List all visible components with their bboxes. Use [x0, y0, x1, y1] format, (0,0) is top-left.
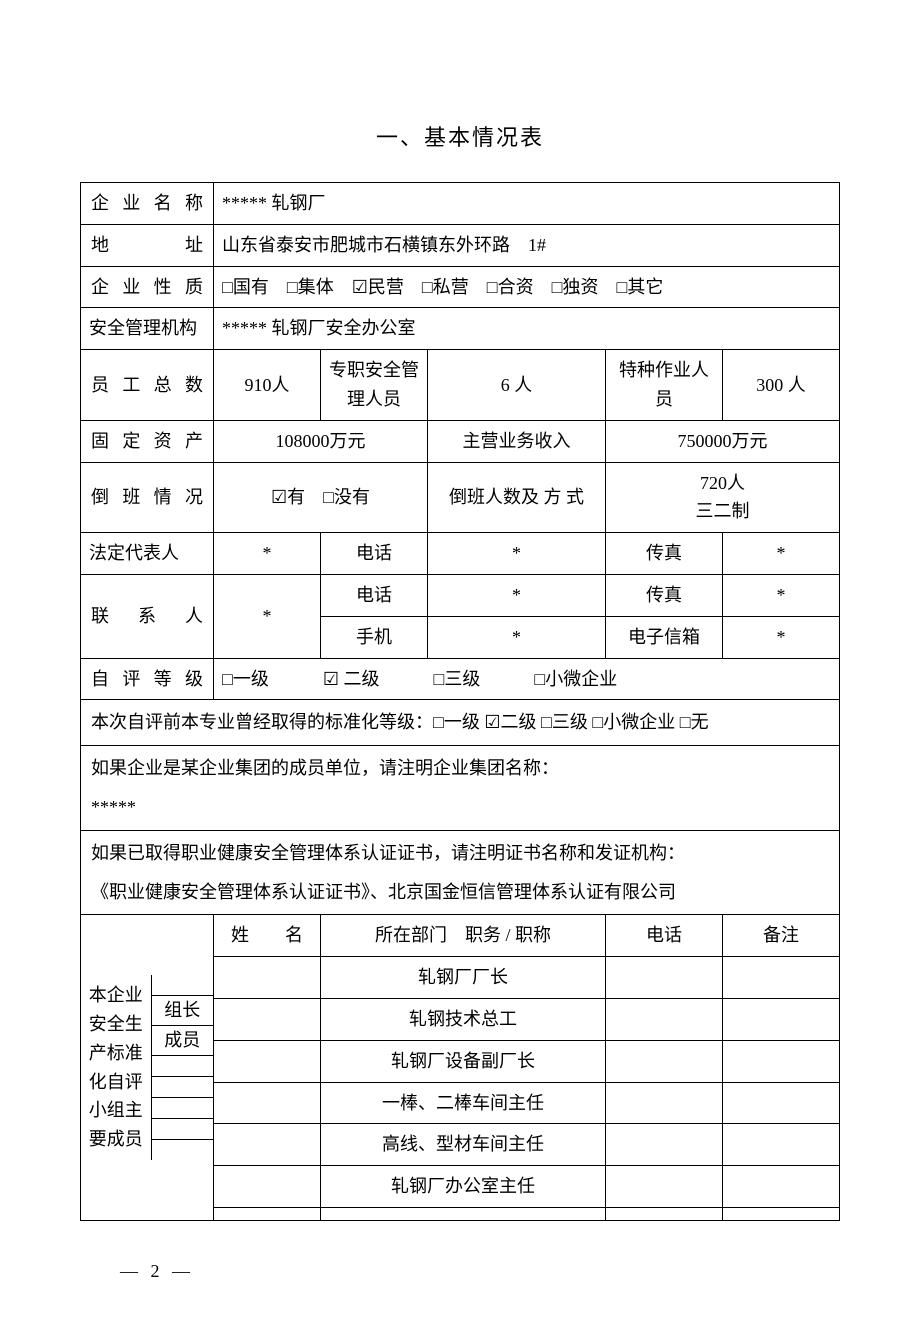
team-side-label: 本企业安全生产标准化自评小组主要成员	[81, 975, 152, 1160]
row-prev-level: 本次自评前本专业曾经取得的标准化等级：□一级 ☑二级 □三级 □小微企业 □无	[81, 700, 840, 746]
label-shift: 倒班情况	[81, 462, 214, 533]
team-side-area: 本企业安全生产标准化自评小组主要成员组长成员	[81, 915, 214, 1221]
value-contact-email: *	[723, 616, 840, 658]
team-dept-2: 轧钢厂设备副厂长	[321, 1040, 606, 1082]
value-legal-fax: *	[723, 533, 840, 575]
value-legal-rep: *	[214, 533, 321, 575]
label-safety-org: 安全管理机构	[81, 308, 214, 350]
team-header-note: 备注	[723, 915, 840, 957]
label-contact-fax: 传真	[606, 574, 723, 616]
label-legal-fax: 传真	[606, 533, 723, 575]
label-staff-total: 员工总数	[81, 350, 214, 421]
label-legal-tel: 电话	[321, 533, 428, 575]
group-a: *****	[91, 793, 829, 822]
group-q: 如果企业是某企业集团的成员单位，请注明企业集团名称：	[91, 754, 829, 783]
value-staff-total: 910人	[214, 350, 321, 421]
value-shift: ☑有 □没有	[214, 462, 428, 533]
label-special-op: 特种作业人 员	[606, 350, 723, 421]
cert-q: 如果已取得职业健康安全管理体系认证证书，请注明证书名称和发证机构：	[91, 839, 829, 868]
label-main-income: 主营业务收入	[428, 420, 606, 462]
label-legal-rep: 法定代表人	[81, 533, 214, 575]
value-contact-tel: *	[428, 574, 606, 616]
team-header-name: 姓 名	[214, 915, 321, 957]
section-title: 一、基本情况表	[80, 120, 840, 152]
label-contact-email: 电子信箱	[606, 616, 723, 658]
label-shift-count: 倒班人数及 方 式	[428, 462, 606, 533]
label-contact-tel: 电话	[321, 574, 428, 616]
value-address: 山东省泰安市肥城市石横镇东外环路 1#	[214, 224, 840, 266]
team-role-member: 成员	[152, 1025, 214, 1055]
shift-count-people: 720人	[700, 473, 745, 493]
basic-info-table: 企业名称 ***** 轧钢厂 地 址 山东省泰安市肥城市石横镇东外环路 1# 企…	[80, 182, 840, 1221]
value-fixed-assets: 108000万元	[214, 420, 428, 462]
value-legal-tel: *	[428, 533, 606, 575]
row-cert: 如果已取得职业健康安全管理体系认证证书，请注明证书名称和发证机构： 《职业健康安…	[81, 830, 840, 915]
cert-a: 《职业健康安全管理体系认证证书》、北京国金恒信管理体系认证有限公司	[91, 878, 829, 907]
label-contact: 联 系 人	[81, 574, 214, 658]
team-dept-0: 轧钢厂厂长	[321, 957, 606, 999]
team-dept-6	[321, 1207, 606, 1220]
value-contact: *	[214, 574, 321, 658]
value-shift-count: 720人 三二制	[606, 462, 840, 533]
value-main-income: 750000万元	[606, 420, 840, 462]
team-dept-3: 一棒、二棒车间主任	[321, 1082, 606, 1124]
label-fixed-assets: 固定资产	[81, 420, 214, 462]
label-contact-mobile: 手机	[321, 616, 428, 658]
shift-count-mode: 三二制	[696, 501, 750, 521]
team-header-tel: 电话	[606, 915, 723, 957]
value-company-name: ***** 轧钢厂	[214, 183, 840, 225]
label-fulltime-safety: 专职安全管理人员	[321, 350, 428, 421]
value-fulltime-safety: 6 人	[428, 350, 606, 421]
team-header-dept: 所在部门 职务 / 职称	[321, 915, 606, 957]
label-nature: 企业性质	[81, 266, 214, 308]
label-self-level: 自评等级	[81, 658, 214, 700]
value-self-level: □一级 ☑ 二级 □三级 □小微企业	[214, 658, 840, 700]
team-dept-5: 轧钢厂办公室主任	[321, 1166, 606, 1208]
team-dept-4: 高线、型材车间主任	[321, 1124, 606, 1166]
page-number: — 2 —	[120, 1261, 840, 1282]
value-contact-mobile: *	[428, 616, 606, 658]
row-group: 如果企业是某企业集团的成员单位，请注明企业集团名称： *****	[81, 746, 840, 831]
value-nature: □国有 □集体 ☑民营 □私营 □合资 □独资 □其它	[214, 266, 840, 308]
value-safety-org: ***** 轧钢厂安全办公室	[214, 308, 840, 350]
label-company-name: 企业名称	[81, 183, 214, 225]
value-contact-fax: *	[723, 574, 840, 616]
team-dept-1: 轧钢技术总工	[321, 998, 606, 1040]
team-role-leader: 组长	[152, 995, 214, 1025]
label-address: 地 址	[81, 224, 214, 266]
